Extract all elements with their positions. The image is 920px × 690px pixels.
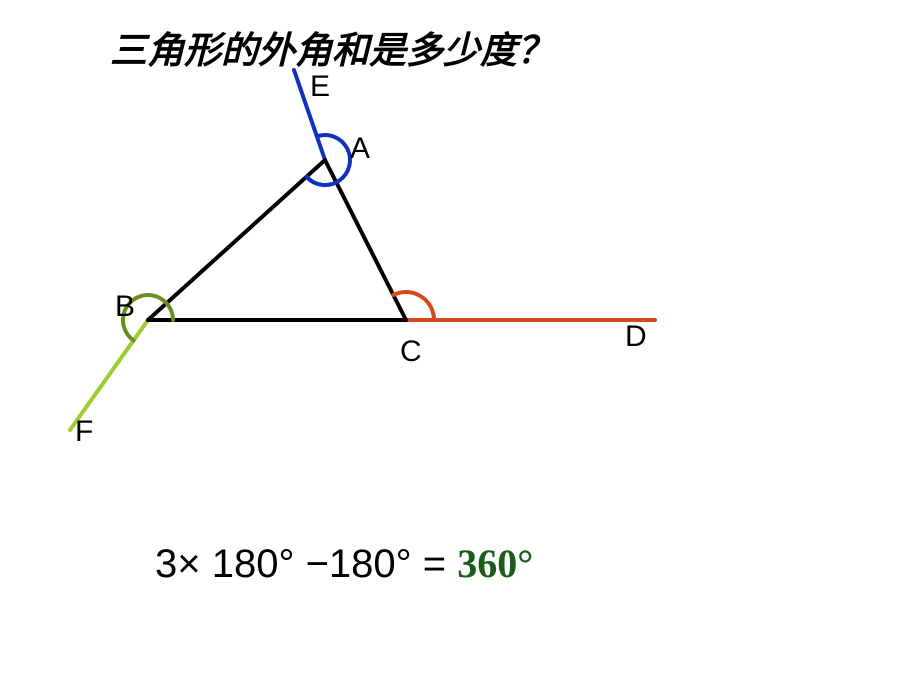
label-f: F: [75, 415, 93, 449]
formula-prefix: 3× 180° −180°: [155, 542, 412, 586]
label-e: E: [310, 70, 330, 104]
formula-result: 360°: [457, 541, 533, 586]
formula: 3× 180° −180° = 360°: [155, 540, 533, 587]
label-b: B: [115, 290, 135, 324]
label-a: A: [350, 132, 370, 166]
label-d: D: [625, 320, 647, 354]
label-c: C: [400, 335, 422, 369]
formula-equals: =: [412, 542, 458, 586]
page-title: 三角形的外角和是多少度？: [110, 20, 554, 74]
